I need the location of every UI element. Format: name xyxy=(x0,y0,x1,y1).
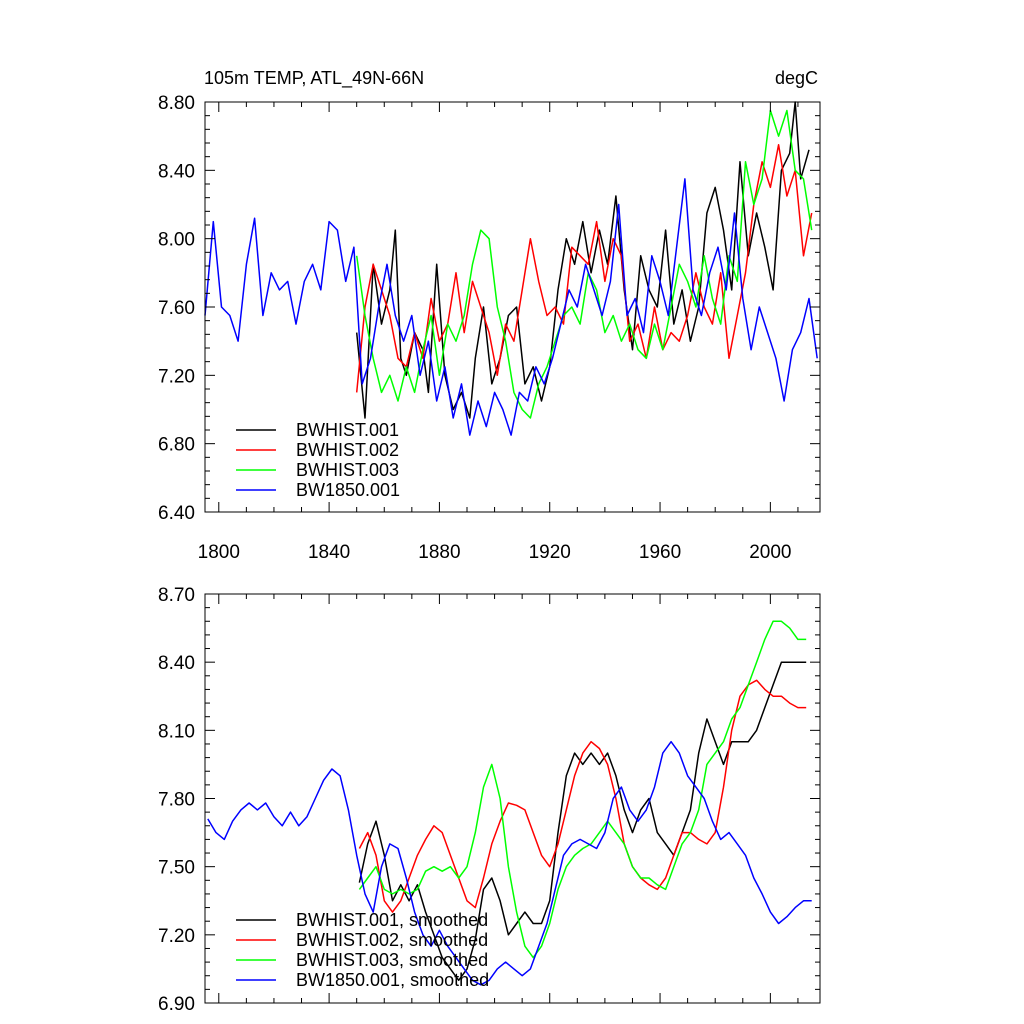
x-tick-label: 1880 xyxy=(418,542,460,563)
y-tick-label: 6.90 xyxy=(158,994,195,1015)
x-tick-label: 1840 xyxy=(308,542,350,563)
x-tick-label: 1920 xyxy=(529,542,571,563)
y-tick-label: 7.50 xyxy=(158,858,195,879)
bottom-chart-panel: 6.90 7.20 7.50 7.80 8.10 8.40 8.70 BWHIST.001,… xyxy=(158,585,821,1015)
chart-title: 105m TEMP, ATL_49N-66N xyxy=(204,68,424,89)
y-tick-label: 8.10 xyxy=(158,721,195,742)
y-tick-label: 7.20 xyxy=(158,926,195,947)
series-line-bwhist-001 xyxy=(355,101,810,419)
series-line-bwhist-003-smoothed xyxy=(358,620,807,959)
y-tick-label: 6.80 xyxy=(158,435,195,456)
y-tick-label: 7.80 xyxy=(158,790,195,811)
y-tick-label: 7.60 xyxy=(158,298,195,319)
y-tick-label: 8.40 xyxy=(158,653,195,674)
y-tick-label: 8.80 xyxy=(158,93,195,114)
series-line-bwhist-002 xyxy=(355,143,813,393)
series-line-bw1850-001 xyxy=(204,178,818,436)
y-tick-label: 6.40 xyxy=(158,503,195,524)
series-line-bwhist-003 xyxy=(355,109,813,419)
series-line-bwhist-002-smoothed xyxy=(358,679,807,913)
y-tick-label: 8.70 xyxy=(158,585,195,606)
legend-label: BWHIST.002, smoothed xyxy=(296,930,488,950)
legend-label: BW1850.001 xyxy=(296,480,400,500)
y-tick-label: 8.40 xyxy=(158,161,195,182)
top-chart-panel: 105m TEMP, ATL_49N-66N degC 6.40 6.80 7.20… xyxy=(158,68,821,563)
x-tick-label: 2000 xyxy=(749,542,791,563)
legend-label: BW1850.001, smoothed xyxy=(296,970,489,990)
legend-label: BWHIST.003 xyxy=(296,460,399,480)
units-label: degC xyxy=(775,68,818,88)
x-tick-label: 1800 xyxy=(198,542,240,563)
legend-label: BWHIST.002 xyxy=(296,440,399,460)
y-tick-label: 7.20 xyxy=(158,366,195,387)
legend-label: BWHIST.001 xyxy=(296,420,399,440)
legend-label: BWHIST.001, smoothed xyxy=(296,910,488,930)
series-line-bw1850-001-smoothed xyxy=(207,740,812,986)
series-line-bwhist-001-smoothed xyxy=(358,661,807,982)
x-tick-label: 1960 xyxy=(639,542,681,563)
legend-label: BWHIST.003, smoothed xyxy=(296,950,488,970)
y-tick-label: 8.00 xyxy=(158,230,195,251)
